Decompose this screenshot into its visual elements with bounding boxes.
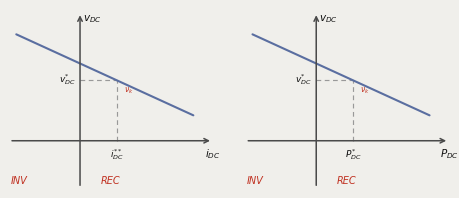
Text: INV: INV [246, 176, 263, 186]
Text: $i_{DC}$: $i_{DC}$ [205, 148, 220, 161]
Text: $v_{DC}^{*}$: $v_{DC}^{*}$ [295, 72, 311, 87]
Text: $v_{DC}$: $v_{DC}$ [318, 14, 337, 25]
Text: $\nu_k$: $\nu_k$ [359, 85, 369, 96]
Text: INV: INV [11, 176, 28, 186]
Text: $v_{DC}^{*}$: $v_{DC}^{*}$ [59, 72, 76, 87]
Text: REC: REC [100, 176, 120, 186]
Text: $i_{DC}^{**}$: $i_{DC}^{**}$ [110, 147, 124, 162]
Text: REC: REC [336, 176, 356, 186]
Text: $\nu_k$: $\nu_k$ [123, 85, 133, 96]
Text: $v_{DC}$: $v_{DC}$ [82, 14, 101, 25]
Text: $P_{DC}$: $P_{DC}$ [439, 148, 458, 161]
Text: $P_{DC}^{*}$: $P_{DC}^{*}$ [344, 147, 361, 162]
